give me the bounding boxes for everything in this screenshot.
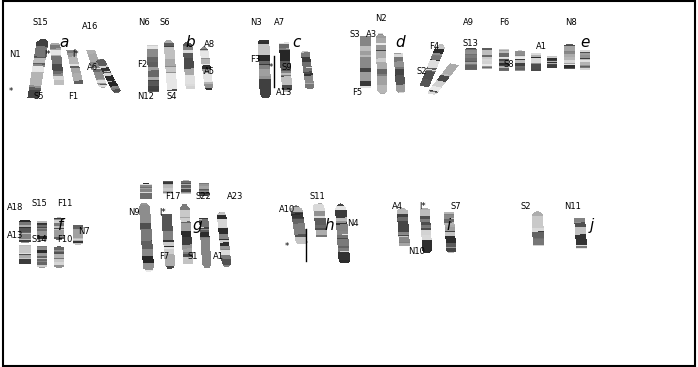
Text: d: d: [395, 35, 405, 50]
Text: A9: A9: [463, 18, 474, 27]
Text: A13: A13: [276, 88, 292, 97]
Text: A10: A10: [279, 205, 295, 214]
Text: F5: F5: [352, 88, 362, 97]
Text: e: e: [580, 35, 590, 50]
Text: S14: S14: [31, 235, 47, 244]
Text: A3: A3: [366, 30, 377, 39]
Text: S15: S15: [31, 199, 47, 208]
Text: F3: F3: [250, 55, 260, 64]
Text: l*: l*: [44, 50, 50, 59]
Text: F1: F1: [68, 92, 79, 101]
Text: N3: N3: [250, 18, 262, 27]
Text: l*: l*: [72, 50, 78, 59]
Text: S15: S15: [33, 18, 49, 27]
Text: S3: S3: [349, 30, 359, 39]
Text: F10: F10: [57, 235, 73, 244]
Text: F4: F4: [429, 42, 440, 51]
Text: S7: S7: [450, 202, 461, 211]
Text: b: b: [185, 35, 195, 50]
Text: S6: S6: [159, 18, 170, 27]
Text: A4: A4: [392, 202, 403, 211]
Text: N4: N4: [347, 219, 359, 228]
Text: c: c: [292, 35, 301, 50]
Text: S2: S2: [417, 68, 427, 76]
Text: S2: S2: [520, 202, 530, 211]
Text: A1: A1: [536, 42, 547, 51]
Text: S1: S1: [187, 252, 198, 261]
Text: l*: l*: [159, 208, 165, 217]
Text: i: i: [446, 218, 450, 233]
Text: S9: S9: [281, 63, 292, 72]
Text: A7: A7: [274, 18, 285, 27]
Text: N6: N6: [138, 18, 150, 27]
Text: N12: N12: [137, 92, 154, 101]
Text: *: *: [285, 242, 289, 251]
Text: A1: A1: [213, 252, 224, 261]
Text: F17: F17: [165, 192, 181, 201]
Text: A8: A8: [204, 40, 215, 48]
Text: N11: N11: [564, 202, 581, 211]
Text: g: g: [192, 218, 202, 233]
Text: F11: F11: [57, 199, 73, 208]
Text: N8: N8: [565, 18, 577, 27]
Text: *: *: [9, 87, 13, 95]
Text: *: *: [269, 63, 273, 72]
Text: S22: S22: [195, 192, 211, 201]
Text: S13: S13: [463, 39, 479, 48]
Text: F6: F6: [499, 18, 510, 27]
Text: A18: A18: [7, 203, 23, 212]
Text: A23: A23: [227, 192, 243, 201]
Text: N1: N1: [9, 50, 21, 59]
Text: A13: A13: [7, 232, 23, 240]
Text: S11: S11: [309, 192, 325, 201]
Text: A6: A6: [87, 63, 98, 72]
Text: N7: N7: [78, 227, 90, 236]
Text: N10: N10: [408, 247, 425, 256]
Text: A16: A16: [82, 22, 98, 31]
Text: N2: N2: [376, 14, 387, 23]
Text: S8: S8: [504, 60, 514, 69]
Text: a: a: [59, 35, 69, 50]
Text: l*: l*: [419, 202, 425, 211]
Text: f: f: [58, 218, 64, 233]
Text: F2: F2: [137, 60, 147, 69]
Text: h: h: [325, 218, 334, 233]
Text: A5: A5: [204, 67, 215, 76]
Text: N9: N9: [128, 208, 140, 217]
Text: F7: F7: [159, 252, 170, 261]
Text: S4: S4: [166, 92, 177, 101]
Text: S5: S5: [34, 92, 44, 101]
Text: j: j: [590, 218, 594, 233]
